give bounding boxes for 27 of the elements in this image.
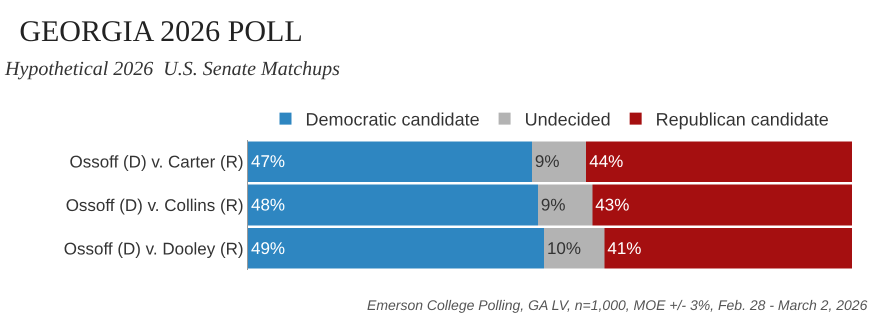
data-label: 41%	[607, 238, 642, 258]
bar	[248, 228, 544, 269]
data-label: 43%	[595, 196, 630, 214]
bar	[538, 184, 592, 226]
data-label: 47%	[251, 152, 286, 172]
bar	[532, 141, 586, 182]
bar	[592, 184, 852, 226]
bar	[544, 228, 604, 269]
bar	[586, 141, 852, 182]
y-tick-label: Ossoff (D) v. Dooley (R)	[64, 239, 244, 258]
text: Emerson College Polling, GA LV, n=1,000, MOE +/- 3%, Feb. 28 - March 2, 2026	[367, 297, 868, 313]
data-label: 49%	[251, 238, 286, 258]
legend-label: Democratic candidate	[306, 110, 480, 130]
bar	[604, 228, 852, 269]
legend-label: Republican candidate	[656, 110, 829, 130]
data-label: 10%	[546, 238, 581, 258]
y-tick-label: Ossoff (D) v. Carter (R)	[69, 152, 244, 172]
chart-subtitle: Hypothetical 2026 U.S. Senate Matchups	[4, 58, 340, 80]
data-label: 9%	[534, 152, 560, 172]
bar	[248, 141, 532, 182]
bar	[248, 184, 538, 226]
data-label: 44%	[589, 152, 624, 172]
data-label: 9%	[540, 196, 566, 214]
data-label: 48%	[251, 196, 286, 214]
chart-title: GEORGIA 2026 POLL	[19, 14, 303, 48]
legend-label: Undecided	[524, 110, 611, 130]
y-tick-label: Ossoff (D) v. Collins (R)	[66, 196, 244, 215]
